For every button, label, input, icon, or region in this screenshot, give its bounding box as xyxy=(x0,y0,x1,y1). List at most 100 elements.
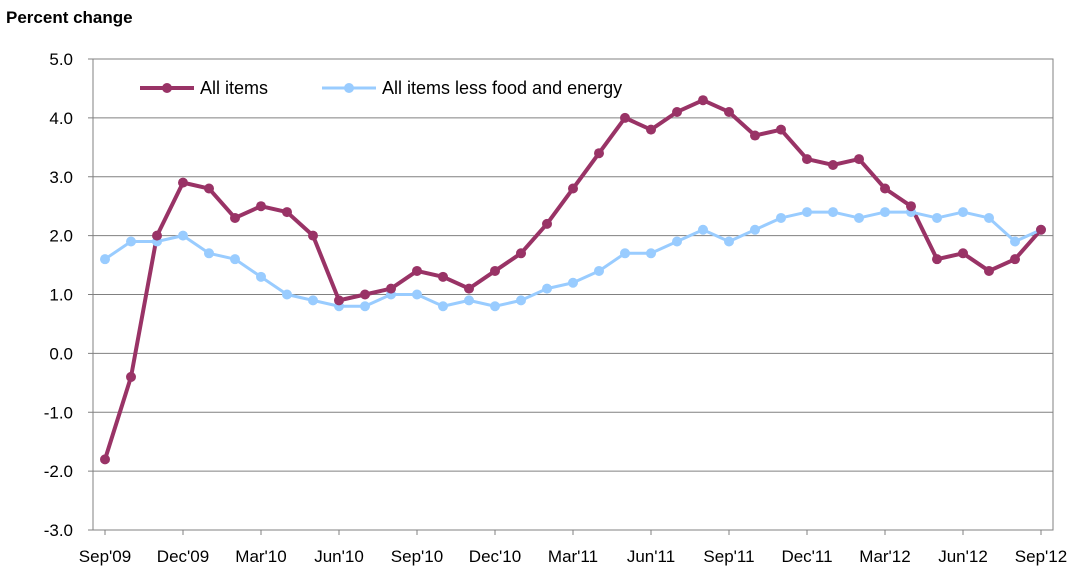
series-2-point xyxy=(126,236,136,247)
series-1-point xyxy=(126,371,136,382)
series-2-point xyxy=(542,283,552,294)
y-tick-label: 1.0 xyxy=(49,286,73,305)
y-axis-title: Percent change xyxy=(6,8,133,27)
series-1-point xyxy=(854,154,864,165)
series-1-point xyxy=(776,124,786,135)
x-tick-label: Dec'10 xyxy=(469,547,521,566)
y-tick-label: 5.0 xyxy=(49,50,73,69)
series-2-point xyxy=(724,236,734,247)
y-tick-label: -1.0 xyxy=(44,403,73,422)
series-1-point xyxy=(334,295,344,306)
series-1-point xyxy=(620,112,630,123)
series-2-point xyxy=(802,207,812,218)
series-1-point xyxy=(386,283,396,294)
series-2-point xyxy=(230,254,240,265)
series-1-point xyxy=(906,201,916,212)
series-line-2 xyxy=(104,210,1042,308)
series-1-point xyxy=(282,207,292,218)
legend-swatch-marker-2 xyxy=(344,83,354,93)
series-2-point xyxy=(750,224,760,235)
series-1-point xyxy=(646,124,656,135)
y-axis-ticks: 5.0 4.0 3.0 2.0 1.0 0.0 -1.0 -2.0 -3.0 xyxy=(44,50,93,540)
series-2-point xyxy=(256,271,266,282)
series-2-point xyxy=(516,295,526,306)
series-1-point xyxy=(958,248,968,259)
y-tick-label: -2.0 xyxy=(44,462,73,481)
series-2-point xyxy=(568,277,578,288)
series-2-point xyxy=(854,212,864,223)
series-1-point xyxy=(308,230,318,241)
series-1-point xyxy=(256,201,266,212)
series-1-point xyxy=(724,106,734,117)
x-tick-label: Dec'09 xyxy=(157,547,209,566)
x-tick-label: Sep'10 xyxy=(391,547,443,566)
series-2-point xyxy=(1010,236,1020,247)
x-tick-label: Sep'11 xyxy=(703,547,754,566)
y-tick-label: 2.0 xyxy=(49,227,73,246)
series-1-point xyxy=(438,271,448,282)
series-2-point xyxy=(100,254,110,265)
series-1-point xyxy=(750,130,760,141)
legend-label-1: All items xyxy=(200,78,268,98)
series-1-point xyxy=(984,265,994,276)
series-2-point xyxy=(308,295,318,306)
series-2-point xyxy=(282,289,292,300)
legend-swatch-marker-1 xyxy=(162,83,172,93)
series-1-point xyxy=(1036,224,1046,235)
series-2-point xyxy=(984,212,994,223)
series-2-point xyxy=(828,207,838,218)
x-tick-label: Jun'11 xyxy=(627,547,675,566)
series-1-point xyxy=(516,248,526,259)
series-2-point xyxy=(594,265,604,276)
x-tick-label: Jun'10 xyxy=(314,547,364,566)
x-axis-ticks: Sep'09 Dec'09 Mar'10 Jun'10 Sep'10 Dec'10 Mar'… xyxy=(79,530,1067,566)
series-2-point xyxy=(620,248,630,259)
legend-label-2: All items less food and energy xyxy=(382,78,622,98)
series-1-point xyxy=(880,183,890,194)
series-1-point xyxy=(932,254,942,265)
y-tick-label: -3.0 xyxy=(44,521,73,540)
x-tick-label: Mar'12 xyxy=(859,547,910,566)
series-1-point xyxy=(230,212,240,223)
series-2-point xyxy=(178,230,188,241)
series-1-point xyxy=(568,183,578,194)
series-2-point xyxy=(464,295,474,306)
legend: All items All items less food and energy xyxy=(140,78,622,98)
series-1-point xyxy=(542,218,552,229)
series-1-point xyxy=(412,265,422,276)
series-2-point xyxy=(776,212,786,223)
series-1-point xyxy=(672,106,682,117)
series-2-point xyxy=(204,248,214,259)
series-2-point xyxy=(360,301,370,312)
y-tick-label: 4.0 xyxy=(49,109,73,128)
series-1-point xyxy=(1010,254,1020,265)
y-tick-label: 0.0 xyxy=(49,344,73,363)
series-1-point xyxy=(464,283,474,294)
x-tick-label: Sep'12 xyxy=(1015,547,1067,566)
series-1-point xyxy=(204,183,214,194)
series-1-point xyxy=(178,177,188,188)
series-1-point xyxy=(360,289,370,300)
series-1-point xyxy=(828,159,838,170)
series-2-point xyxy=(490,301,500,312)
series-2-point xyxy=(412,289,422,300)
series-2-point xyxy=(438,301,448,312)
x-tick-label: Mar'11 xyxy=(548,547,598,566)
x-tick-label: Jun'12 xyxy=(938,547,988,566)
series-2-point xyxy=(958,207,968,218)
x-tick-label: Dec'11 xyxy=(781,547,832,566)
x-tick-label: Mar'10 xyxy=(235,547,286,566)
x-tick-label: Sep'09 xyxy=(79,547,131,566)
series-2-point xyxy=(698,224,708,235)
series-1-point xyxy=(594,148,604,159)
series-2-point xyxy=(672,236,682,247)
series-2-point xyxy=(932,212,942,223)
series-1-point xyxy=(100,454,110,465)
series-2-point xyxy=(880,207,890,218)
series-2-point xyxy=(646,248,656,259)
series-1-point xyxy=(152,230,162,241)
series-layer xyxy=(100,95,1046,465)
gridlines xyxy=(93,58,1053,531)
y-tick-label: 3.0 xyxy=(49,168,73,187)
